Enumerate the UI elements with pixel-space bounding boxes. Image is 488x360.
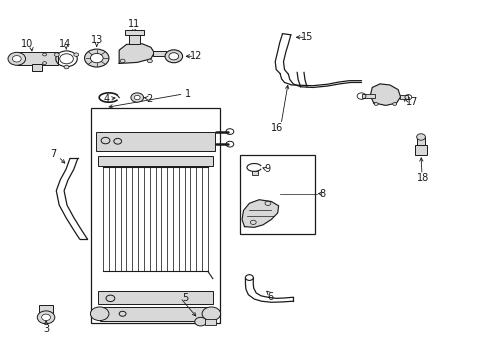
Circle shape <box>202 307 220 320</box>
Circle shape <box>392 103 396 105</box>
Circle shape <box>131 93 143 102</box>
Text: 12: 12 <box>189 51 202 61</box>
Bar <box>98 156 212 166</box>
Text: 9: 9 <box>264 164 270 174</box>
Bar <box>39 305 53 313</box>
Text: 6: 6 <box>267 292 273 302</box>
Polygon shape <box>369 84 400 105</box>
Bar <box>251 171 257 175</box>
Circle shape <box>90 53 103 63</box>
Bar <box>17 52 58 65</box>
Polygon shape <box>119 44 154 63</box>
Text: 11: 11 <box>127 19 140 29</box>
Circle shape <box>42 53 46 56</box>
Circle shape <box>120 59 125 63</box>
Circle shape <box>42 62 46 64</box>
Circle shape <box>164 50 182 63</box>
Text: 15: 15 <box>300 32 312 42</box>
Bar <box>100 307 211 320</box>
Text: 17: 17 <box>405 97 417 107</box>
Bar <box>416 137 425 145</box>
Circle shape <box>373 103 377 105</box>
Bar <box>91 108 220 323</box>
Bar <box>399 95 407 99</box>
Text: 2: 2 <box>146 94 152 104</box>
Circle shape <box>37 311 55 324</box>
Bar <box>98 291 212 304</box>
Text: 14: 14 <box>60 39 72 49</box>
Text: 13: 13 <box>90 35 102 45</box>
Circle shape <box>8 52 25 65</box>
Circle shape <box>64 65 69 69</box>
Text: 10: 10 <box>21 39 34 49</box>
Text: 7: 7 <box>50 149 57 159</box>
Circle shape <box>194 318 206 326</box>
Circle shape <box>74 53 79 57</box>
Circle shape <box>54 53 59 57</box>
Text: 4: 4 <box>104 94 110 104</box>
Text: 8: 8 <box>319 189 325 199</box>
Text: 1: 1 <box>185 89 191 99</box>
Bar <box>361 94 374 98</box>
Circle shape <box>84 49 109 67</box>
Text: 16: 16 <box>270 123 283 133</box>
Bar <box>32 64 42 71</box>
Circle shape <box>168 53 178 60</box>
Text: 18: 18 <box>416 173 428 183</box>
Bar <box>125 31 143 35</box>
Polygon shape <box>242 200 278 227</box>
Bar <box>205 319 216 324</box>
Circle shape <box>245 275 253 280</box>
Bar <box>129 35 140 44</box>
Bar <box>153 51 165 55</box>
Text: 5: 5 <box>182 293 188 303</box>
Circle shape <box>134 95 140 100</box>
Circle shape <box>416 134 425 140</box>
Bar <box>414 145 426 155</box>
Circle shape <box>147 59 152 63</box>
Circle shape <box>41 314 50 320</box>
Circle shape <box>12 55 21 62</box>
Circle shape <box>90 307 109 320</box>
Text: 3: 3 <box>43 324 49 334</box>
Bar <box>239 155 315 234</box>
Bar <box>96 132 215 151</box>
